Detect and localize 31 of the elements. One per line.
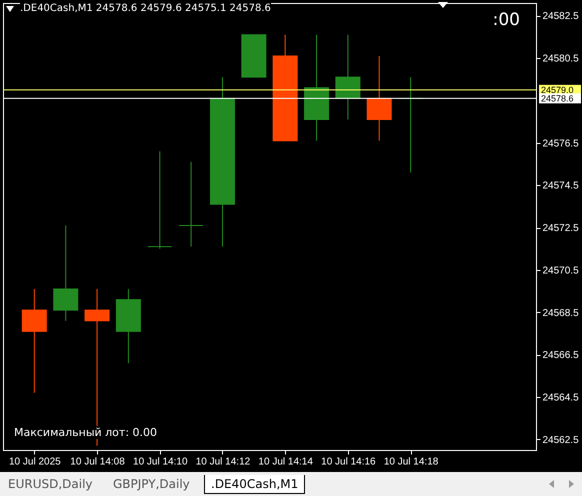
x-tick-label: 10 Jul 14:16 — [321, 456, 376, 468]
chart-title: .DE40Cash,M1 24578.6 24579.6 24575.1 24578.6 — [20, 3, 271, 14]
y-tick-label: 24572.5 — [542, 223, 580, 234]
y-tick-label: 24574.5 — [542, 180, 580, 192]
y-tick-label: 24568.5 — [542, 308, 580, 319]
candlestick — [22, 288, 47, 394]
y-tick-label: 24564.5 — [542, 392, 580, 404]
candlestick — [335, 34, 360, 120]
x-tick-label: 10 Jul 2025 — [8, 456, 62, 468]
text: GBPJPY,Daily — [112, 476, 191, 493]
y-tick-label: 24580.5 — [542, 54, 580, 65]
candlestick — [178, 161, 204, 248]
annotation: :00 — [492, 10, 520, 30]
text: .DE40Cash,M1 — [204, 475, 306, 494]
candlestick — [53, 224, 78, 322]
y-tick-label: 24566.5 — [542, 350, 580, 362]
x-tick-label: 10 Jul 14:08 — [70, 456, 126, 468]
ref-line-label: 24579.0 — [541, 84, 574, 95]
x-tick-label: 10 Jul 14:12 — [196, 456, 251, 468]
candlestick — [147, 150, 172, 250]
ref-line-label: 24578.6 — [541, 93, 574, 104]
x-tick-label: 10 Jul 14:14 — [258, 456, 314, 468]
x-tick-label: 10 Jul 14:18 — [384, 456, 439, 468]
y-tick-label: 24570.5 — [542, 265, 580, 276]
x-tick-label: 10 Jul 14:10 — [133, 456, 188, 468]
candlestick — [366, 55, 392, 142]
y-tick-label: 24576.5 — [542, 138, 580, 150]
text: EURUSD,Daily — [7, 476, 94, 493]
y-tick-label: 24562.5 — [542, 434, 580, 446]
y-tick-label: 24582.5 — [542, 11, 580, 22]
annotation: Максимальный лот: 0.00 — [14, 426, 158, 439]
